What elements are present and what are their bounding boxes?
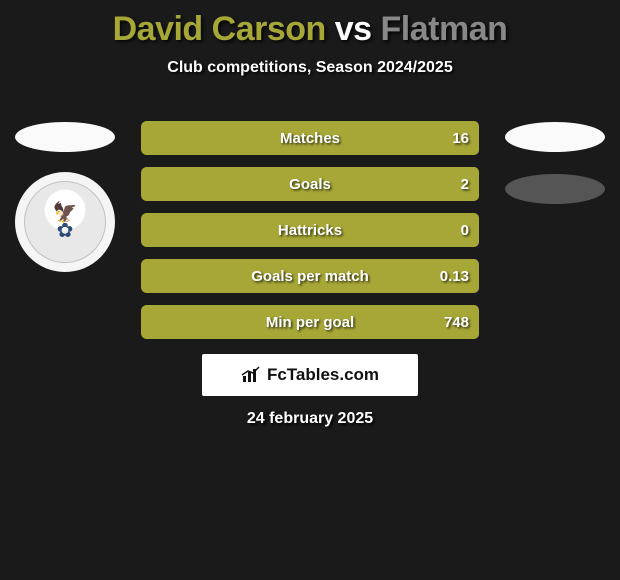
stat-row: Matches16	[140, 120, 480, 156]
stat-bars: Matches16 Goals2 Hattricks0 Goals per match…	[140, 120, 480, 350]
stat-value: 0.13	[440, 259, 469, 293]
left-column: 🦅 ✿	[0, 120, 130, 272]
stat-row: Hattricks0	[140, 212, 480, 248]
right-column	[490, 120, 620, 204]
stat-value: 2	[461, 167, 469, 201]
stat-value: 748	[444, 305, 469, 339]
player1-name: David Carson	[113, 10, 326, 48]
comparison-title: David Carson vs Flatman	[0, 0, 620, 49]
player2-name: Flatman	[381, 10, 508, 48]
stat-label: Goals	[141, 167, 479, 201]
brand-chart-icon	[241, 366, 263, 384]
player2-club-placeholder	[505, 174, 605, 204]
stat-row: Min per goal748	[140, 304, 480, 340]
brand-box: FcTables.com	[202, 354, 418, 396]
stat-row: Goals per match0.13	[140, 258, 480, 294]
vs-text: vs	[335, 10, 372, 48]
stat-label: Goals per match	[141, 259, 479, 293]
stat-label: Hattricks	[141, 213, 479, 247]
stat-value: 16	[452, 121, 469, 155]
stat-label: Matches	[141, 121, 479, 155]
crest-ring: 🦅 ✿	[15, 172, 115, 272]
player2-photo-placeholder	[505, 122, 605, 152]
stat-value: 0	[461, 213, 469, 247]
stat-label: Min per goal	[141, 305, 479, 339]
crest-inner: 🦅 ✿	[24, 181, 106, 263]
stat-row: Goals2	[140, 166, 480, 202]
subtitle: Club competitions, Season 2024/2025	[0, 59, 620, 77]
crest-flower-icon: ✿	[57, 221, 74, 241]
player1-photo-placeholder	[15, 122, 115, 152]
brand-text: FcTables.com	[267, 365, 379, 385]
comparison-arena: 🦅 ✿ Matches16 Goals2 Hattricks0 Goals per m…	[0, 120, 620, 340]
player1-club-crest: 🦅 ✿	[15, 172, 115, 272]
snapshot-date: 24 february 2025	[0, 410, 620, 428]
